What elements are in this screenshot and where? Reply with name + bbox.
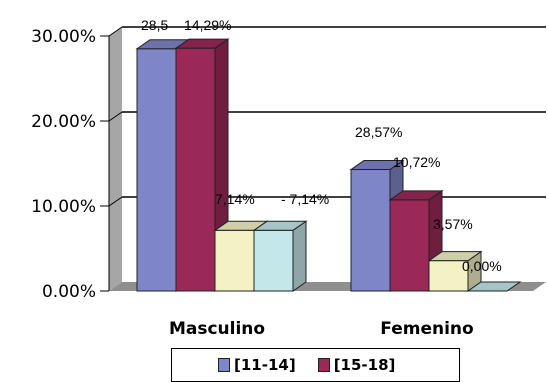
data-label: 10,72% — [393, 154, 440, 170]
y-tick-label: 0.00% — [42, 282, 96, 302]
bar-chart: 0.00% 10.00% 20.00% 30.00% 28,5 14,29% 28,57%… — [31, 17, 546, 339]
data-label: 28,57% — [355, 124, 402, 140]
y-tick-label: 30.00% — [31, 27, 96, 47]
legend-label: [11-14] — [234, 356, 296, 374]
category-label: Masculino — [169, 319, 265, 339]
bar — [252, 220, 308, 292]
legend: [11-14] [15-18] — [171, 348, 460, 382]
bar — [427, 250, 483, 292]
gridline — [108, 111, 123, 122]
data-label: 7,14% — [215, 191, 255, 207]
gridline — [108, 26, 123, 37]
bar — [466, 281, 522, 292]
legend-item: [11-14] — [218, 356, 296, 374]
data-label: - 7,14% — [281, 191, 329, 207]
legend-item: [15-18] — [317, 356, 396, 374]
y-tick-label: 10.00% — [31, 197, 96, 217]
legend-swatch — [218, 358, 230, 372]
gridline — [108, 196, 123, 207]
legend-label: [15-18] — [333, 356, 396, 374]
category-label: Femenino — [380, 319, 473, 339]
side-wall — [109, 27, 122, 291]
legend-swatch — [317, 358, 330, 372]
data-label: 3,57% — [433, 216, 473, 232]
data-label: 14,29% — [184, 17, 231, 33]
data-label: 28,5 — [141, 17, 168, 33]
y-tick-label: 20.00% — [31, 112, 96, 132]
data-label: 0,00% — [462, 258, 502, 274]
